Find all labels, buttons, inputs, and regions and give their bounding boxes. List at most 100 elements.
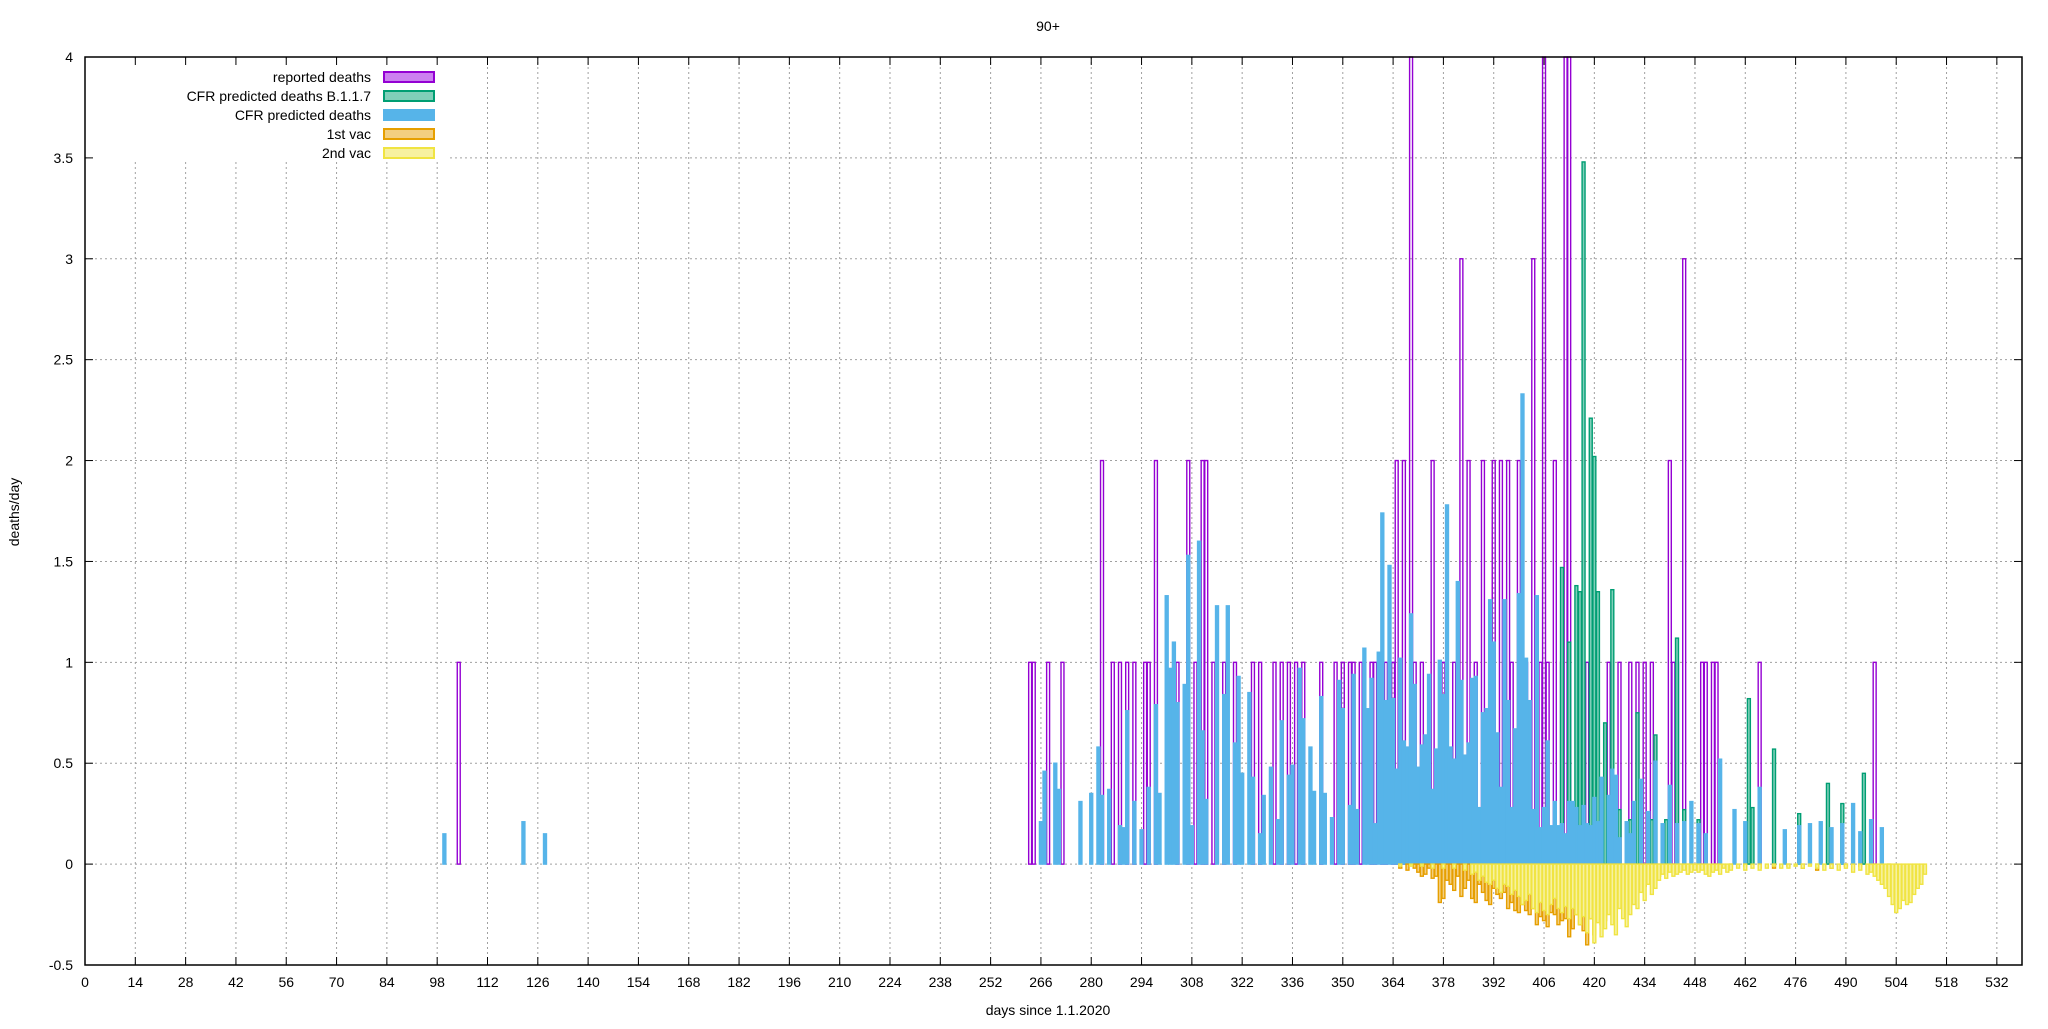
bar bbox=[1441, 693, 1446, 865]
bar bbox=[1089, 792, 1094, 865]
bar bbox=[1664, 819, 1669, 865]
bar bbox=[1337, 679, 1342, 865]
bar bbox=[1689, 800, 1694, 865]
bar bbox=[1667, 863, 1672, 873]
bar bbox=[1915, 863, 1920, 890]
bar bbox=[1829, 827, 1834, 865]
bar bbox=[1056, 788, 1062, 865]
bar bbox=[1750, 863, 1755, 869]
bar bbox=[1523, 863, 1529, 902]
x-tick-label: 196 bbox=[778, 974, 802, 990]
bar bbox=[1559, 823, 1565, 865]
bar bbox=[1707, 863, 1712, 877]
bar bbox=[1764, 863, 1770, 869]
x-tick-label: 434 bbox=[1633, 974, 1657, 990]
series-cfr-predicted-deaths bbox=[442, 393, 1885, 865]
bar bbox=[1459, 679, 1464, 865]
bar bbox=[1121, 827, 1126, 865]
bar bbox=[1204, 798, 1209, 865]
bar bbox=[1365, 708, 1371, 865]
bar bbox=[1717, 758, 1723, 865]
legend-label: 2nd vac bbox=[322, 145, 371, 161]
bar bbox=[1710, 661, 1716, 865]
bar bbox=[1466, 863, 1471, 881]
x-tick-label: 154 bbox=[627, 974, 651, 990]
bar bbox=[1682, 821, 1687, 865]
bar bbox=[442, 833, 447, 865]
x-tick-label: 252 bbox=[979, 974, 1003, 990]
bar bbox=[1387, 564, 1392, 865]
y-tick-label: -0.5 bbox=[49, 957, 73, 973]
bar bbox=[1696, 823, 1701, 865]
bar bbox=[1469, 677, 1475, 865]
bar bbox=[1354, 808, 1360, 865]
bar bbox=[1502, 863, 1507, 885]
bar bbox=[1563, 863, 1568, 908]
x-tick-label: 168 bbox=[677, 974, 701, 990]
y-tick-label: 2 bbox=[65, 453, 73, 469]
bar bbox=[1078, 800, 1083, 865]
bar bbox=[1577, 825, 1583, 865]
bar bbox=[1448, 746, 1453, 865]
bar bbox=[1484, 708, 1489, 865]
grid bbox=[85, 57, 2022, 965]
bar bbox=[1491, 863, 1496, 881]
bar bbox=[1107, 788, 1112, 865]
bar bbox=[1570, 863, 1575, 910]
bar bbox=[1631, 863, 1637, 906]
bar bbox=[1527, 699, 1532, 865]
bar bbox=[1351, 673, 1356, 865]
bar bbox=[1638, 863, 1644, 894]
bar bbox=[1588, 417, 1593, 865]
x-tick-label: 28 bbox=[178, 974, 194, 990]
bar bbox=[1563, 833, 1568, 865]
x-tick-label: 392 bbox=[1482, 974, 1506, 990]
legend-label: CFR predicted deaths bbox=[235, 107, 371, 123]
bar bbox=[1362, 647, 1367, 865]
y-tick-label: 1.5 bbox=[54, 553, 74, 569]
bar bbox=[1696, 863, 1701, 873]
x-tick-label: 448 bbox=[1683, 974, 1707, 990]
bar bbox=[1757, 786, 1762, 865]
bar bbox=[1412, 683, 1417, 865]
bar bbox=[1879, 863, 1885, 885]
bar bbox=[1922, 863, 1928, 875]
x-tick-label: 350 bbox=[1331, 974, 1355, 990]
bar bbox=[1225, 605, 1230, 865]
bar bbox=[1462, 863, 1468, 871]
legend-swatch bbox=[383, 90, 435, 102]
bar bbox=[1653, 863, 1658, 890]
bar bbox=[1843, 863, 1849, 869]
bar bbox=[1800, 863, 1805, 869]
bar bbox=[1279, 720, 1284, 865]
bar bbox=[1649, 863, 1655, 896]
bar bbox=[1412, 863, 1417, 869]
bar bbox=[1268, 766, 1274, 865]
x-tick-label: 56 bbox=[278, 974, 294, 990]
bar bbox=[1369, 677, 1374, 865]
bar bbox=[1171, 641, 1177, 865]
x-tick-label: 42 bbox=[228, 974, 244, 990]
bar bbox=[1480, 863, 1486, 877]
bar bbox=[1398, 657, 1403, 865]
bar bbox=[1430, 863, 1435, 869]
bar bbox=[1685, 863, 1690, 875]
bar bbox=[1797, 825, 1802, 865]
x-tick-label: 532 bbox=[1985, 974, 2009, 990]
bar bbox=[456, 661, 461, 865]
bar bbox=[1549, 863, 1554, 906]
legend-swatch bbox=[383, 71, 435, 83]
bar bbox=[1430, 788, 1435, 865]
bar bbox=[1592, 796, 1597, 865]
bar bbox=[1664, 863, 1669, 879]
bar bbox=[1416, 863, 1421, 873]
bar bbox=[1599, 863, 1604, 938]
bar bbox=[1610, 768, 1615, 865]
bar bbox=[1814, 863, 1820, 869]
bar bbox=[1505, 863, 1511, 888]
bar bbox=[1574, 806, 1579, 865]
bar bbox=[1581, 804, 1586, 865]
bar bbox=[1340, 708, 1345, 865]
